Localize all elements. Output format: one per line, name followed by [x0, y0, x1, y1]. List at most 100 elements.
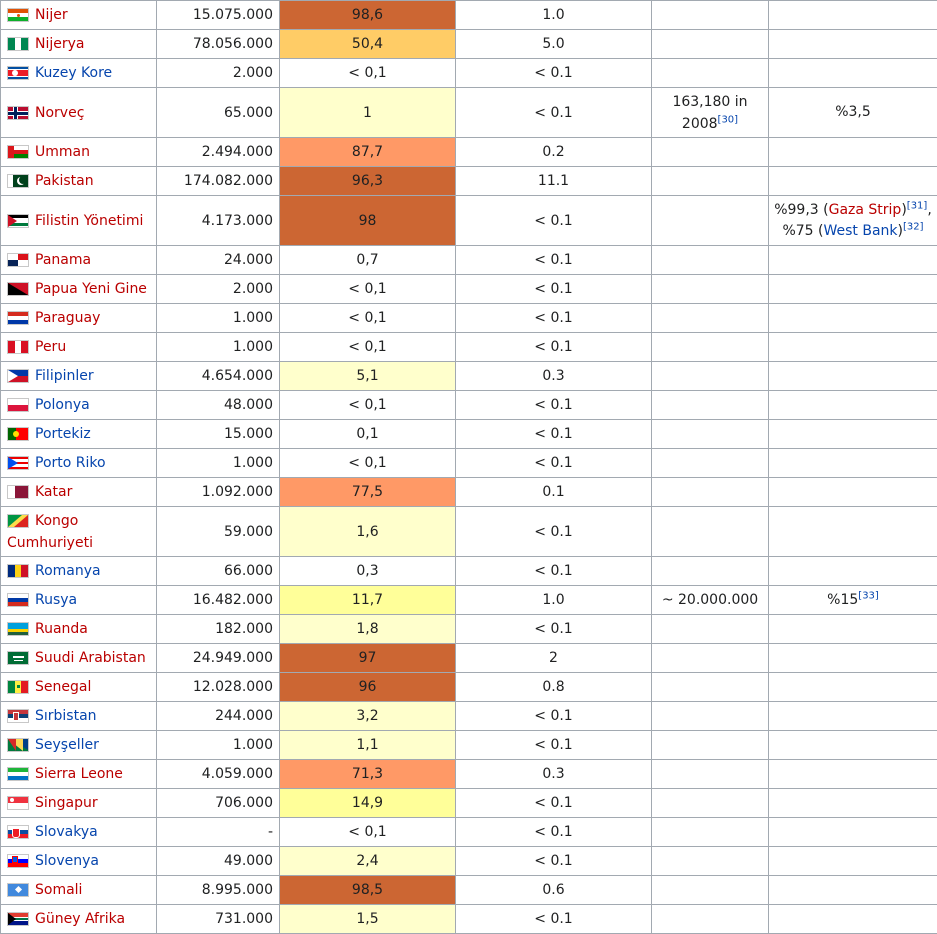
- population-cell: 4.654.000: [157, 362, 280, 391]
- share-cell: [769, 673, 937, 702]
- citation-link[interactable]: [30]: [718, 114, 739, 125]
- serbia-flag-icon: [7, 709, 29, 723]
- country-link[interactable]: Singapur: [35, 795, 98, 811]
- citation-link[interactable]: [32]: [903, 221, 924, 232]
- country-cell: Pakistan: [1, 167, 157, 196]
- country-link[interactable]: Güney Afrika: [35, 911, 125, 927]
- population-cell: 2.494.000: [157, 138, 280, 167]
- population-cell: 78.056.000: [157, 30, 280, 59]
- country-link[interactable]: Nijerya: [35, 36, 85, 52]
- percent-cell: 1,6: [280, 507, 456, 557]
- country-link[interactable]: Portekiz: [35, 426, 91, 442]
- population-cell: 24.000: [157, 246, 280, 275]
- west-bank-link[interactable]: West Bank: [823, 223, 897, 239]
- russia-flag-icon: [7, 593, 29, 607]
- country-link[interactable]: Slovenya: [35, 853, 99, 869]
- percent-cell: 2,4: [280, 847, 456, 876]
- gaza-strip-link[interactable]: Gaza Strip: [829, 202, 902, 218]
- seychelles-flag-icon: [7, 738, 29, 752]
- portugal-flag-icon: [7, 427, 29, 441]
- population-cell: 1.000: [157, 449, 280, 478]
- country-link[interactable]: Sırbistan: [35, 708, 97, 724]
- country-link[interactable]: Ruanda: [35, 621, 88, 637]
- sierra-leone-flag-icon: [7, 767, 29, 781]
- percent-cell: < 0,1: [280, 391, 456, 420]
- country-link[interactable]: Filipinler: [35, 368, 94, 384]
- world-share-cell: < 0.1: [456, 731, 652, 760]
- share-cell: [769, 362, 937, 391]
- estimate-cell: [652, 615, 769, 644]
- estimate-cell: [652, 59, 769, 88]
- world-share-cell: < 0.1: [456, 818, 652, 847]
- country-link[interactable]: Suudi Arabistan: [35, 650, 146, 666]
- world-share-cell: 5.0: [456, 30, 652, 59]
- country-link[interactable]: Nijer: [35, 7, 68, 23]
- population-cell: 48.000: [157, 391, 280, 420]
- citation-link[interactable]: [31]: [907, 200, 928, 211]
- estimate-cell: [652, 760, 769, 789]
- country-link[interactable]: Pakistan: [35, 173, 94, 189]
- population-cell: 16.482.000: [157, 586, 280, 615]
- country-link[interactable]: Paraguay: [35, 310, 100, 326]
- estimate-cell: [652, 702, 769, 731]
- country-link[interactable]: Slovakya: [35, 824, 98, 840]
- world-share-cell: < 0.1: [456, 88, 652, 138]
- country-link[interactable]: Papua Yeni Gine: [35, 281, 147, 297]
- country-link[interactable]: Kuzey Kore: [35, 65, 112, 81]
- percent-cell: 0,3: [280, 557, 456, 586]
- country-link[interactable]: Romanya: [35, 563, 101, 579]
- estimate-cell: [652, 557, 769, 586]
- citation-link[interactable]: [33]: [858, 590, 879, 601]
- country-cell: Senegal: [1, 673, 157, 702]
- population-cell: 1.092.000: [157, 478, 280, 507]
- world-share-cell: < 0.1: [456, 702, 652, 731]
- country-link[interactable]: Katar: [35, 484, 72, 500]
- share-cell: [769, 391, 937, 420]
- world-share-cell: 0.8: [456, 673, 652, 702]
- country-link[interactable]: Filistin Yönetimi: [35, 213, 143, 229]
- country-link[interactable]: Panama: [35, 252, 91, 268]
- country-cell: Güney Afrika: [1, 905, 157, 934]
- world-share-cell: < 0.1: [456, 847, 652, 876]
- country-cell: Papua Yeni Gine: [1, 275, 157, 304]
- world-share-cell: < 0.1: [456, 557, 652, 586]
- country-link[interactable]: Sierra Leone: [35, 766, 123, 782]
- country-link[interactable]: Umman: [35, 144, 90, 160]
- world-share-cell: < 0.1: [456, 196, 652, 246]
- population-cell: 1.000: [157, 304, 280, 333]
- country-link[interactable]: Seyşeller: [35, 737, 99, 753]
- country-link[interactable]: Porto Riko: [35, 455, 106, 471]
- share-text: ,: [927, 202, 931, 218]
- estimate-cell: [652, 167, 769, 196]
- percent-cell: 50,4: [280, 30, 456, 59]
- population-cell: 59.000: [157, 507, 280, 557]
- country-link[interactable]: Rusya: [35, 592, 77, 608]
- percent-cell: 77,5: [280, 478, 456, 507]
- country-cell: Seyşeller: [1, 731, 157, 760]
- share-cell: [769, 304, 937, 333]
- share-cell: [769, 30, 937, 59]
- country-link[interactable]: Norveç: [35, 105, 84, 121]
- pakistan-flag-icon: [7, 174, 29, 188]
- percent-cell: < 0,1: [280, 59, 456, 88]
- country-link[interactable]: Somali: [35, 882, 82, 898]
- country-link[interactable]: Polonya: [35, 397, 90, 413]
- country-cell: Porto Riko: [1, 449, 157, 478]
- country-link[interactable]: Peru: [35, 339, 66, 355]
- poland-flag-icon: [7, 398, 29, 412]
- share-cell: [769, 449, 937, 478]
- country-link[interactable]: Senegal: [35, 679, 91, 695]
- oman-flag-icon: [7, 145, 29, 159]
